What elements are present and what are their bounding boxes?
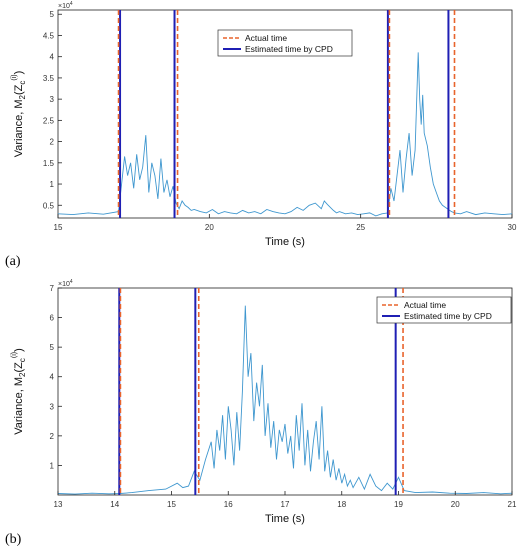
legend-label: Estimated time by CPD [404,311,492,321]
x-tick-label: 17 [281,500,290,509]
panel-label-a: (a) [5,254,21,269]
y-tick-label: 2 [50,138,55,147]
y-multiplier: ×104 [58,1,73,10]
y-tick-label: 4 [50,53,55,62]
x-tick-label: 25 [356,223,365,232]
x-axis-label: Time (s) [265,513,305,525]
y-tick-label: 1 [50,180,55,189]
x-tick-label: 15 [54,223,63,232]
x-tick-label: 14 [110,500,119,509]
y-axis-label: Variance, M2(Zc(i)) [11,348,27,435]
y-axis-label: Variance, M2(Zc(i)) [11,71,27,158]
legend-label: Estimated time by CPD [245,44,333,54]
y-tick-label: 0.5 [43,201,55,210]
x-tick-label: 20 [205,223,214,232]
series-line [58,305,512,495]
y-tick-label: 5 [50,343,55,352]
y-tick-label: 7 [50,284,55,293]
y-tick-label: 4 [50,373,55,382]
x-tick-label: 20 [451,500,460,509]
y-tick-label: 2 [50,432,55,441]
y-tick-label: 4.5 [43,31,55,40]
x-tick-label: 19 [394,500,403,509]
y-multiplier: ×104 [58,279,73,288]
x-axis-label: Time (s) [265,236,305,248]
y-tick-label: 1.5 [43,159,55,168]
x-tick-label: 18 [337,500,346,509]
x-tick-label: 30 [508,223,517,232]
y-tick-label: 3 [50,402,55,411]
x-tick-label: 16 [224,500,233,509]
x-tick-label: 13 [54,500,63,509]
y-tick-label: 3 [50,95,55,104]
legend-box [217,29,353,57]
y-tick-label: 2.5 [43,116,55,125]
y-tick-label: 1 [50,461,55,470]
series-line [58,52,512,217]
x-tick-label: 21 [508,500,517,509]
legend-label: Actual time [245,33,287,43]
y-tick-label: 6 [50,314,55,323]
y-tick-label: 5 [50,10,55,19]
chart-panel-a: 15 20 25 30 0.5 1 1.5 2 2.5 3 3.5 4 4.5 5×104 Time (s)… [11,1,517,248]
x-tick-label: 15 [167,500,176,509]
y-tick-label: 3.5 [43,74,55,83]
panel-label-b: (b) [5,532,22,547]
legend-label: Actual time [404,300,446,310]
legend-box [376,296,512,324]
